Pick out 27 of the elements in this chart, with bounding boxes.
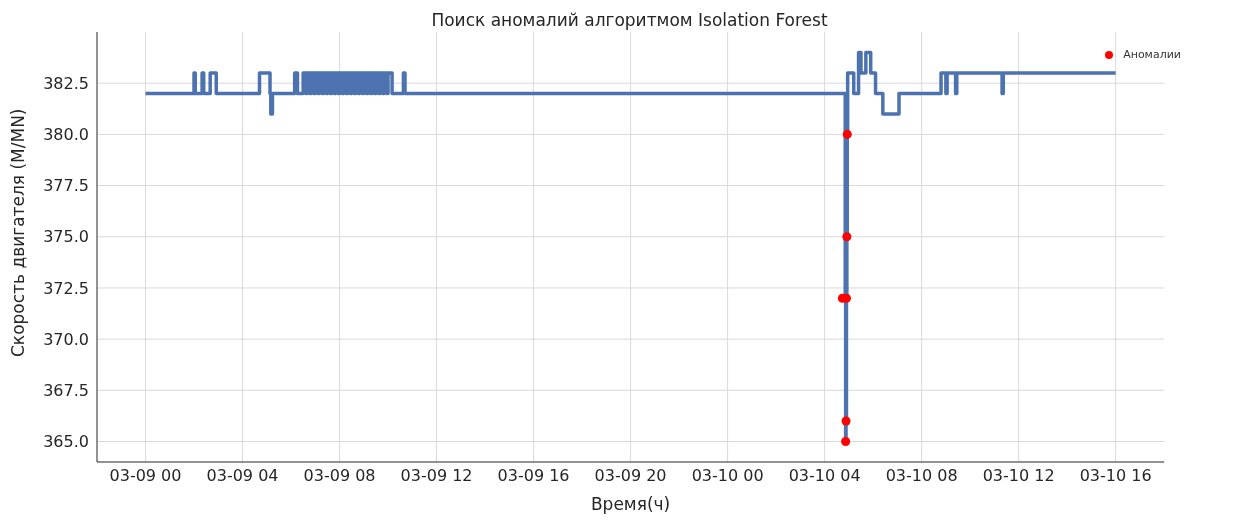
x-tick-label: 03-09 20 [594, 466, 667, 486]
y-tick-label: 372.5 [43, 278, 89, 298]
y-tick-label: 365.0 [43, 432, 89, 452]
x-tick-label: 03-09 00 [109, 466, 182, 486]
y-tick-label: 370.0 [43, 329, 89, 349]
x-tick-label: 03-10 08 [885, 466, 958, 486]
x-tick-label: 03-09 04 [206, 466, 279, 486]
x-tick-label: 03-10 16 [1079, 466, 1152, 486]
point [842, 232, 852, 242]
point [841, 416, 851, 426]
x-tick-label: 03-09 12 [400, 466, 473, 486]
chart-title: Поиск аномалий алгоритмом Isolation Forest [430, 10, 829, 30]
y-tick-label: 367.5 [43, 381, 89, 401]
point [841, 437, 851, 447]
x-tick-label: 03-09 08 [303, 466, 376, 486]
x-tick-label: 03-10 04 [788, 466, 861, 486]
x-tick-label: 03-09 16 [497, 466, 570, 486]
x-tick-label: 03-10 12 [982, 466, 1055, 486]
x-axis-title: Время(ч) [590, 494, 671, 514]
y-tick-label: 380.0 [43, 125, 89, 145]
y-tick-label: 382.5 [43, 73, 89, 93]
legend-label: Аномалии [1123, 48, 1181, 61]
x-tick-label: 03-10 00 [691, 466, 764, 486]
point [842, 129, 852, 139]
y-axis-title: Скорость двигателя (M/MN) [8, 108, 29, 357]
y-tick-label: 377.5 [43, 176, 89, 196]
y-tick-label: 375.0 [43, 227, 89, 247]
